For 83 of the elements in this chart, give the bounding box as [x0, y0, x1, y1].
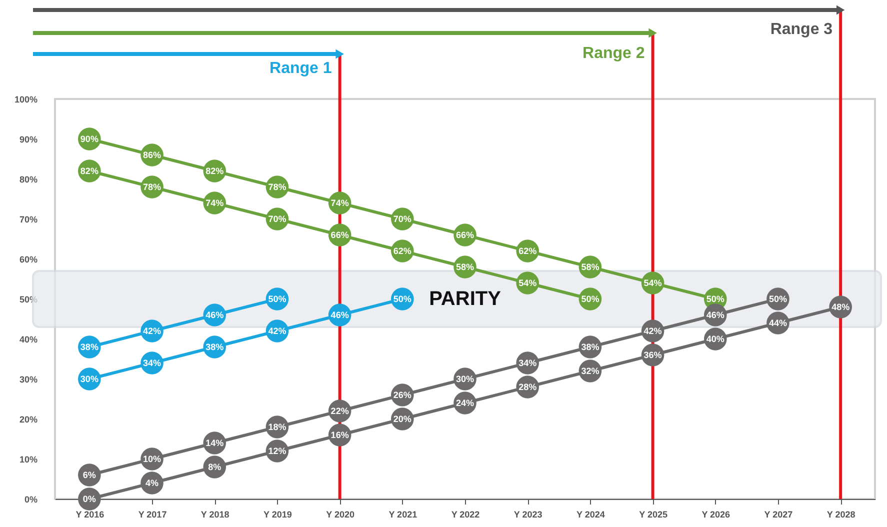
data-label: 24% — [456, 398, 474, 408]
data-label: 66% — [456, 230, 474, 240]
data-label: 34% — [143, 358, 162, 368]
data-label: 28% — [518, 382, 537, 392]
data-label: 70% — [393, 214, 412, 224]
x-tick-label: Y 2026 — [702, 510, 730, 520]
data-label: 46% — [206, 310, 224, 320]
data-label: 50% — [268, 294, 286, 304]
y-tick-label: 80% — [19, 174, 38, 184]
x-tick-label: Y 2025 — [639, 510, 668, 520]
data-label: 30% — [456, 374, 474, 384]
data-label: 12% — [268, 446, 286, 456]
data-label: 50% — [706, 294, 724, 304]
data-label: 70% — [268, 214, 286, 224]
data-label: 74% — [330, 198, 349, 208]
data-label: 78% — [268, 182, 286, 192]
data-label: 38% — [581, 342, 600, 352]
ref-line-label: Range 2 — [582, 45, 645, 62]
x-tick-label: Y 2024 — [576, 510, 605, 520]
x-tick-label: Y 2023 — [514, 510, 542, 520]
data-label: 0% — [82, 494, 96, 504]
data-label: 50% — [768, 294, 787, 304]
data-label: 34% — [518, 358, 537, 368]
y-tick-label: 0% — [24, 494, 38, 504]
data-label: 62% — [518, 246, 537, 256]
y-tick-label: 10% — [19, 454, 38, 464]
data-label: 78% — [143, 182, 162, 192]
data-label: 48% — [832, 302, 850, 312]
ref-line-label: Range 1 — [270, 60, 332, 77]
data-label: 40% — [706, 334, 724, 344]
y-tick-label: 50% — [19, 294, 38, 304]
data-label: 38% — [80, 342, 98, 352]
data-label: 44% — [768, 318, 787, 328]
x-tick-label: Y 2019 — [264, 510, 292, 520]
data-label: 38% — [206, 342, 224, 352]
ref-line-label: Range 3 — [770, 21, 833, 38]
x-tick-label: Y 2020 — [326, 510, 354, 520]
data-label: 4% — [146, 478, 159, 488]
data-label: 26% — [393, 390, 412, 400]
data-label: 22% — [330, 406, 349, 416]
data-label: 50% — [581, 294, 600, 304]
data-label: 62% — [393, 246, 412, 256]
data-label: 58% — [581, 262, 600, 272]
data-label: 46% — [706, 310, 724, 320]
x-tick-label: Y 2027 — [764, 510, 793, 520]
data-label: 42% — [143, 326, 162, 336]
data-label: 58% — [456, 262, 474, 272]
y-tick-label: 100% — [14, 94, 38, 104]
y-tick-label: 40% — [19, 334, 38, 344]
x-tick-label: Y 2018 — [200, 510, 230, 520]
data-label: 54% — [644, 278, 662, 288]
y-tick-label: 90% — [19, 134, 38, 144]
data-label: 66% — [330, 230, 349, 240]
data-label: 32% — [581, 366, 600, 376]
data-label: 82% — [80, 166, 98, 176]
data-label: 54% — [518, 278, 537, 288]
data-label: 36% — [644, 350, 662, 360]
data-label: 90% — [80, 134, 98, 144]
x-tick-label: Y 2028 — [826, 510, 856, 520]
data-label: 6% — [82, 470, 96, 480]
x-tick-label: Y 2021 — [388, 510, 418, 520]
data-label: 50% — [393, 294, 412, 304]
y-tick-label: 30% — [19, 374, 38, 384]
x-tick-label: Y 2022 — [451, 510, 480, 520]
data-label: 42% — [644, 326, 662, 336]
y-tick-label: 60% — [19, 254, 38, 264]
data-label: 74% — [206, 198, 224, 208]
x-tick-label: Y 2016 — [76, 510, 104, 520]
data-label: 8% — [208, 462, 222, 472]
data-label: 46% — [330, 310, 349, 320]
data-label: 30% — [80, 374, 98, 384]
y-tick-label: 70% — [19, 214, 38, 224]
y-tick-label: 20% — [19, 414, 38, 424]
data-label: 86% — [143, 150, 162, 160]
data-label: 10% — [143, 454, 162, 464]
data-label: 18% — [268, 422, 286, 432]
data-label: 20% — [393, 414, 412, 424]
data-label: 42% — [268, 326, 286, 336]
band-label: PARITY — [429, 288, 502, 310]
data-label: 82% — [206, 166, 224, 176]
data-label: 14% — [206, 438, 224, 448]
data-label: 16% — [330, 430, 349, 440]
x-tick-label: Y 2017 — [138, 510, 167, 520]
